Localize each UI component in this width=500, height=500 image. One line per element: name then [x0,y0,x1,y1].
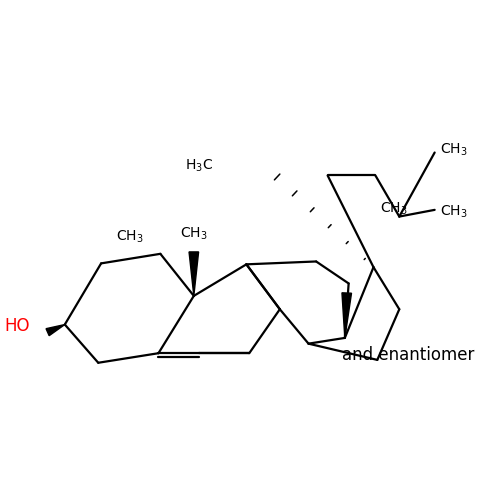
Polygon shape [46,324,65,336]
Text: HO: HO [4,318,30,336]
Polygon shape [342,293,351,338]
Text: CH$_3$: CH$_3$ [440,204,468,220]
Text: and enantiomer: and enantiomer [342,346,474,364]
Text: CH$_3$: CH$_3$ [440,142,468,158]
Text: CH$_3$: CH$_3$ [116,229,144,245]
Polygon shape [189,252,198,296]
Text: CH$_3$: CH$_3$ [180,226,208,242]
Text: H$_3$C: H$_3$C [185,158,213,174]
Text: CH$_3$: CH$_3$ [380,200,408,216]
